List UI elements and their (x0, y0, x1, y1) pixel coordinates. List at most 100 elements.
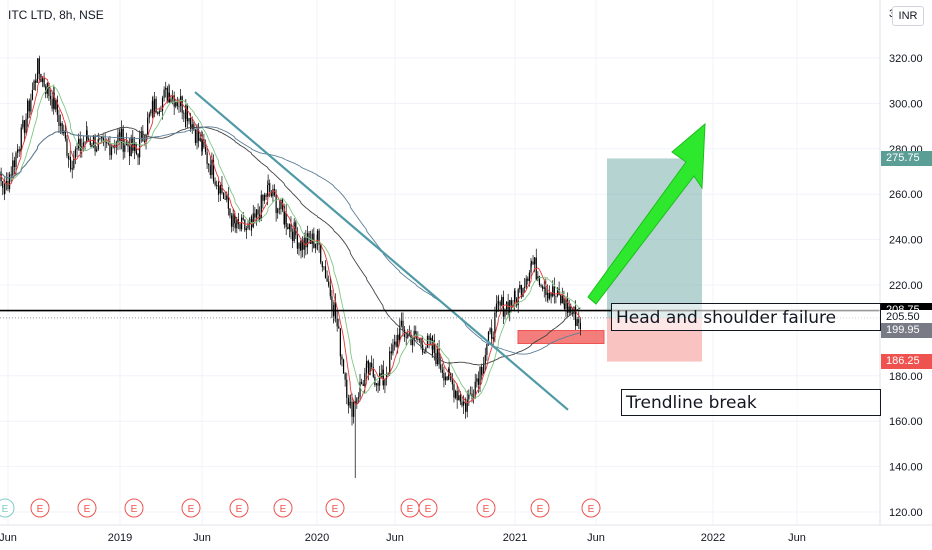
candle-body (229, 208, 231, 216)
candle-body (481, 373, 483, 375)
price-tag: 205.50 (881, 310, 932, 326)
candle-body (92, 136, 95, 147)
candle-body (157, 112, 159, 114)
candle-body (479, 366, 481, 385)
candle-body (550, 292, 552, 297)
candle-body (254, 213, 256, 218)
earnings-marker-label: E (37, 504, 44, 515)
candle-body (365, 363, 368, 374)
candle-body (291, 231, 294, 242)
candle-body (227, 195, 229, 209)
candle-body (125, 141, 127, 146)
head-shoulder-annotation[interactable]: Head and shoulder failure (611, 303, 881, 331)
trendline-break-annotation[interactable]: Trendline break (621, 389, 881, 416)
candle-body (574, 306, 577, 326)
candle-body (321, 262, 323, 268)
price-tick-label: 320.00 (889, 53, 923, 65)
candle-body (504, 309, 506, 317)
candle-body (43, 78, 45, 87)
ma-long-line (0, 126, 581, 355)
candle-body (553, 286, 555, 296)
candle-body (59, 123, 62, 126)
candle-body (163, 89, 165, 98)
candle-body (234, 223, 236, 229)
candle-body (102, 138, 105, 141)
candle-body (555, 295, 557, 297)
candle-body (507, 301, 509, 314)
candle-body (524, 286, 526, 288)
candle-body (142, 131, 144, 142)
candle-body (252, 213, 254, 228)
candle-body (362, 383, 364, 386)
earnings-marker (181, 498, 201, 518)
candle-body (548, 292, 551, 299)
candle-body (8, 174, 11, 190)
candle-body (61, 123, 63, 134)
candle-body (293, 222, 295, 242)
candle-body (436, 349, 439, 365)
candle-body (249, 221, 251, 224)
candle-body (171, 95, 174, 99)
candle-body (183, 112, 185, 114)
candle-body (459, 395, 461, 402)
symbol-title[interactable]: ITC LTD, 8h, NSE (8, 8, 104, 22)
candle-body (540, 285, 542, 287)
candle-body (86, 130, 88, 139)
candle-body (33, 80, 35, 90)
candle-body (96, 149, 98, 152)
candle-body (150, 109, 152, 114)
earnings-marker-label: E (84, 504, 91, 515)
earnings-marker-label: E (588, 504, 595, 515)
candle-body (556, 288, 559, 296)
candle-body (305, 237, 307, 248)
candle-body (15, 152, 17, 167)
candle-body (161, 97, 164, 112)
earnings-marker (0, 498, 15, 518)
candle-body (492, 337, 494, 339)
candle-body (338, 326, 340, 329)
candle-body (181, 96, 183, 113)
candle-body (579, 322, 581, 330)
candle-body (45, 86, 47, 94)
candle-body (397, 334, 399, 347)
candle-body (175, 101, 177, 107)
candle-body (88, 138, 90, 140)
candle-body (115, 142, 117, 148)
candle-body (385, 374, 388, 379)
candle-body (497, 301, 499, 304)
candle-body (320, 244, 322, 263)
currency-button[interactable]: INR (892, 6, 924, 26)
earnings-marker-label: E (280, 504, 287, 515)
candle-body (306, 233, 309, 248)
candle-body (570, 306, 572, 313)
candle-body (117, 134, 119, 143)
earnings-marker-label: E (236, 504, 243, 515)
candle-body (389, 351, 391, 374)
candle-body (563, 296, 565, 304)
candle-body (130, 137, 132, 157)
ma-slow-line (0, 126, 581, 366)
earnings-marker (229, 498, 249, 518)
candle-body (495, 303, 498, 313)
candle-body (121, 128, 123, 143)
candle-body (239, 224, 241, 230)
candle-body (16, 149, 19, 153)
candle-body (218, 186, 220, 194)
candle-body (53, 92, 55, 110)
price-axis: 320.00300.00280.00260.00240.00220.00180.… (879, 0, 923, 525)
candle-body (333, 302, 335, 316)
candle-body (70, 159, 72, 170)
candle-body (558, 288, 560, 295)
candle-body (568, 306, 570, 313)
candle-body (483, 363, 485, 374)
candle-body (356, 398, 358, 404)
candle-body (273, 188, 276, 196)
candle-body (73, 157, 75, 169)
candle-body (267, 183, 269, 186)
candle-body (346, 379, 348, 398)
chart-grid (0, 0, 880, 525)
candle-body (191, 124, 193, 129)
candle-body (469, 393, 472, 395)
candle-body (302, 240, 304, 250)
